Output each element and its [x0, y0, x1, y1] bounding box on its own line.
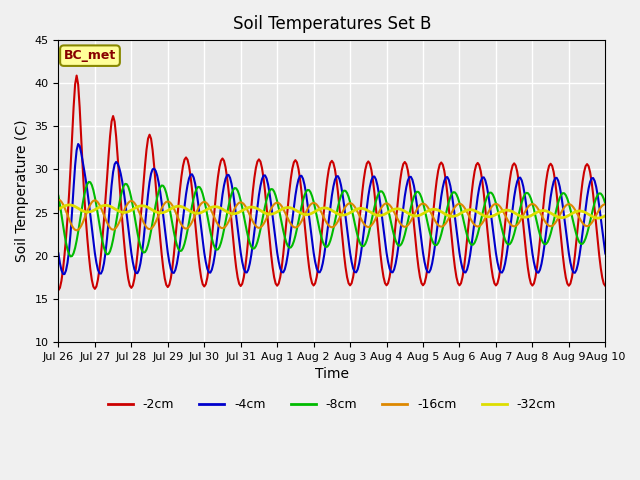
-2cm — [536, 238, 544, 243]
Line: -32cm: -32cm — [58, 205, 605, 218]
-2cm — [73, 72, 81, 78]
Text: BC_met: BC_met — [64, 49, 116, 62]
-16cm — [602, 201, 609, 207]
Legend: -2cm, -4cm, -8cm, -16cm, -32cm: -2cm, -4cm, -8cm, -16cm, -32cm — [102, 394, 561, 417]
-2cm — [386, 274, 394, 280]
-16cm — [54, 197, 62, 203]
-32cm — [398, 207, 406, 213]
-32cm — [594, 215, 602, 221]
-8cm — [602, 201, 609, 206]
-4cm — [71, 163, 79, 168]
-32cm — [367, 210, 375, 216]
-16cm — [73, 228, 81, 233]
-2cm — [398, 168, 406, 173]
-8cm — [399, 237, 407, 242]
Line: -4cm: -4cm — [58, 144, 605, 274]
-2cm — [602, 283, 609, 289]
-16cm — [158, 205, 166, 211]
-4cm — [399, 204, 407, 210]
-2cm — [367, 167, 375, 173]
-8cm — [159, 183, 167, 189]
Line: -16cm: -16cm — [58, 200, 605, 230]
-8cm — [54, 193, 62, 199]
-32cm — [71, 204, 79, 209]
Line: -2cm: -2cm — [58, 75, 605, 290]
-8cm — [369, 211, 377, 217]
-32cm — [536, 208, 544, 214]
-4cm — [369, 174, 377, 180]
-16cm — [398, 222, 406, 228]
-2cm — [158, 252, 166, 257]
X-axis label: Time: Time — [315, 367, 349, 381]
Line: -8cm: -8cm — [58, 182, 605, 256]
Y-axis label: Soil Temperature (C): Soil Temperature (C) — [15, 120, 29, 262]
-4cm — [538, 261, 545, 267]
-16cm — [70, 226, 77, 231]
-32cm — [386, 209, 394, 215]
-4cm — [54, 251, 62, 256]
-16cm — [386, 202, 394, 208]
-32cm — [602, 213, 609, 219]
-2cm — [70, 105, 77, 110]
-32cm — [65, 202, 73, 208]
-8cm — [85, 179, 93, 185]
-32cm — [54, 206, 62, 212]
-8cm — [387, 220, 395, 226]
-4cm — [74, 141, 82, 147]
-8cm — [538, 237, 545, 242]
-8cm — [71, 245, 79, 251]
-8cm — [67, 253, 74, 259]
-4cm — [387, 269, 395, 275]
-4cm — [61, 271, 68, 277]
-16cm — [367, 223, 375, 228]
-4cm — [602, 251, 609, 256]
-32cm — [158, 210, 166, 216]
-16cm — [536, 209, 544, 215]
Title: Soil Temperatures Set B: Soil Temperatures Set B — [233, 15, 431, 33]
-2cm — [54, 288, 62, 293]
-4cm — [159, 213, 167, 218]
